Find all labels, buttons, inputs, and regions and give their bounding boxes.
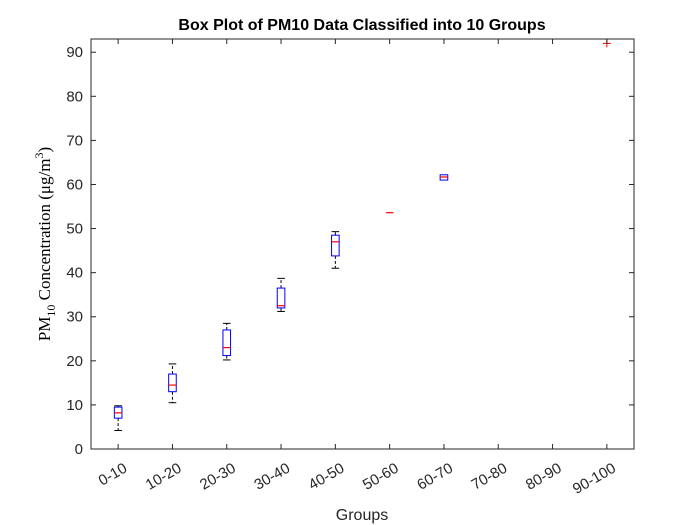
- box-iqr: [276, 287, 286, 309]
- box-group: [113, 405, 123, 431]
- y-axis-label-main: Concentration (μg/m: [35, 159, 54, 305]
- box-group: [331, 231, 340, 269]
- y-tick-label: 80: [66, 88, 83, 105]
- x-tick-label: 60-70: [414, 460, 456, 494]
- y-tick-label: 90: [66, 44, 83, 61]
- x-tick-label: 50-60: [360, 460, 402, 494]
- y-tick-label: 70: [66, 132, 83, 149]
- x-tick-label: 70-80: [469, 460, 511, 494]
- box-group: [222, 322, 232, 361]
- box-iqr: [168, 373, 177, 393]
- y-tick-label: 20: [66, 353, 83, 370]
- y-tick-label: 50: [66, 221, 83, 238]
- x-tick-label: 0-10: [96, 460, 131, 490]
- box-group: [439, 174, 449, 181]
- box-iqr: [331, 234, 340, 257]
- x-tick-label: 10-20: [143, 460, 185, 494]
- plot-area: [90, 38, 635, 450]
- y-tick-label: 60: [66, 176, 83, 193]
- x-tick-label: 40-50: [306, 460, 348, 494]
- chart-marks: [113, 39, 611, 431]
- y-tick-label: 10: [66, 397, 83, 414]
- y-axis: 0 10 20 30 40 50 60 70 80 90: [66, 44, 634, 458]
- y-axis-label-close: ): [35, 147, 54, 153]
- box-group: [168, 363, 177, 404]
- x-axis-label: Groups: [336, 507, 388, 524]
- chart-title: Box Plot of PM10 Data Classified into 10…: [178, 17, 545, 34]
- x-tick-label: 90-100: [570, 460, 619, 498]
- y-tick-label: 40: [66, 265, 83, 282]
- box-group: [276, 277, 286, 312]
- y-axis-label-sup: 3: [32, 153, 46, 159]
- y-axis-label-pm: PM: [35, 317, 54, 342]
- y-tick-label: 30: [66, 309, 83, 326]
- x-tick-label: 20-30: [197, 460, 239, 494]
- x-tick-label: 30-40: [251, 460, 293, 494]
- y-axis-label: PM10 Concentration (μg/m3): [32, 147, 58, 341]
- box-iqr: [222, 329, 232, 357]
- x-tick-label: 80-90: [523, 460, 565, 494]
- y-tick-label: 0: [75, 441, 83, 458]
- y-axis-label-sub: 10: [44, 305, 58, 317]
